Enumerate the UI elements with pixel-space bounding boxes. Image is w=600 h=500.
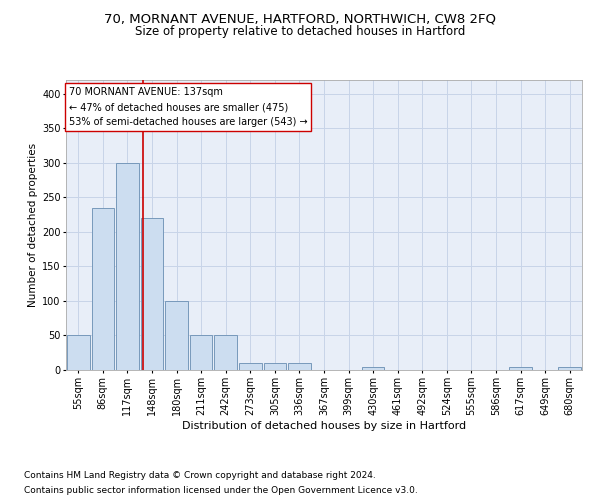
Text: Contains HM Land Registry data © Crown copyright and database right 2024.: Contains HM Land Registry data © Crown c… <box>24 471 376 480</box>
Text: Size of property relative to detached houses in Hartford: Size of property relative to detached ho… <box>135 25 465 38</box>
Bar <box>165 301 188 370</box>
Text: 70, MORNANT AVENUE, HARTFORD, NORTHWICH, CW8 2FQ: 70, MORNANT AVENUE, HARTFORD, NORTHWICH,… <box>104 12 496 26</box>
Text: 70 MORNANT AVENUE: 137sqm
← 47% of detached houses are smaller (475)
53% of semi: 70 MORNANT AVENUE: 137sqm ← 47% of detac… <box>68 87 307 127</box>
Bar <box>362 366 385 370</box>
Bar <box>140 218 163 370</box>
Bar <box>559 366 581 370</box>
Bar <box>214 336 237 370</box>
Bar <box>116 163 139 370</box>
Bar <box>288 363 311 370</box>
Y-axis label: Number of detached properties: Number of detached properties <box>28 143 38 307</box>
Bar <box>263 363 286 370</box>
Bar <box>67 336 89 370</box>
Bar <box>509 366 532 370</box>
Text: Contains public sector information licensed under the Open Government Licence v3: Contains public sector information licen… <box>24 486 418 495</box>
X-axis label: Distribution of detached houses by size in Hartford: Distribution of detached houses by size … <box>182 420 466 430</box>
Bar <box>190 336 212 370</box>
Bar <box>92 208 114 370</box>
Bar <box>239 363 262 370</box>
